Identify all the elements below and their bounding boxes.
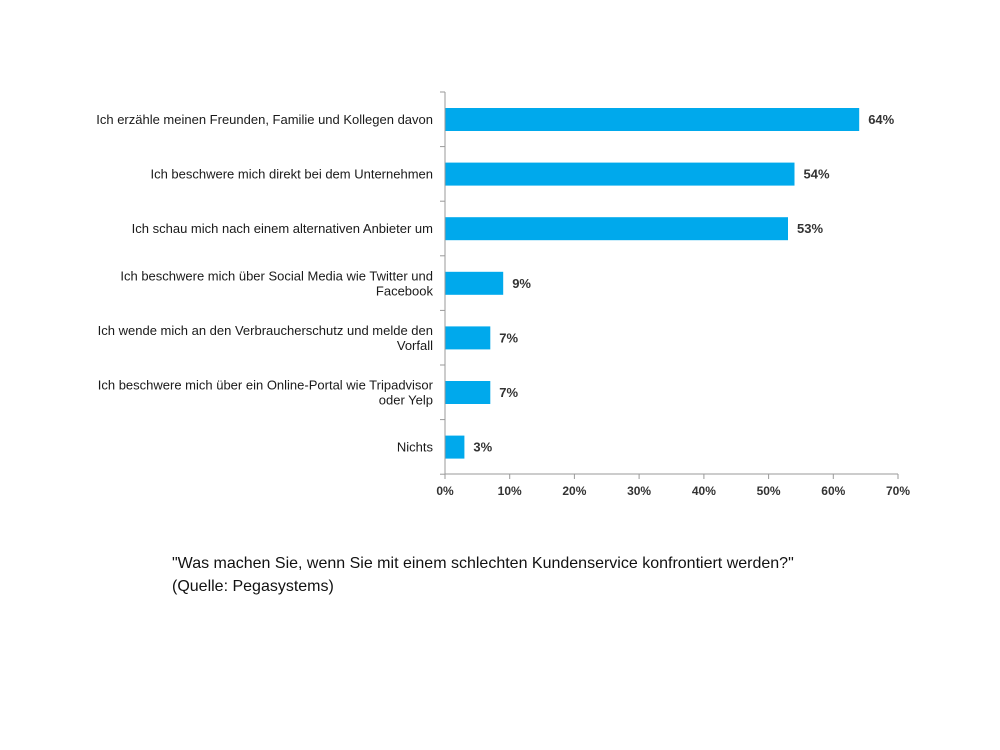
bar (445, 435, 465, 459)
bar (445, 326, 491, 350)
category-label: Ich wende mich an den Verbraucherschutz … (98, 323, 433, 338)
value-label: 3% (473, 440, 492, 455)
bar (445, 217, 788, 241)
category-label: oder Yelp (379, 393, 433, 408)
category-label: Facebook (376, 283, 434, 298)
category-label: Vorfall (397, 338, 433, 353)
caption-source: (Quelle: Pegasystems) (172, 578, 334, 595)
x-tick-label: 30% (627, 484, 651, 498)
value-label: 7% (499, 330, 518, 345)
value-label: 53% (797, 221, 823, 236)
category-label: Ich beschwere mich direkt bei dem Untern… (150, 167, 433, 182)
x-tick-label: 50% (757, 484, 781, 498)
x-tick-label: 0% (436, 484, 454, 498)
caption-question: "Was machen Sie, wenn Sie mit einem schl… (172, 555, 794, 572)
chart-caption: "Was machen Sie, wenn Sie mit einem schl… (172, 552, 932, 598)
bar (445, 381, 491, 404)
value-label: 7% (499, 385, 518, 400)
value-label: 64% (868, 112, 894, 127)
category-label: Nichts (397, 440, 434, 455)
category-label: Ich beschwere mich über ein Online-Porta… (98, 378, 434, 393)
x-tick-label: 70% (886, 484, 910, 498)
x-tick-label: 40% (692, 484, 716, 498)
category-label: Ich beschwere mich über Social Media wie… (120, 268, 433, 283)
x-tick-label: 60% (821, 484, 845, 498)
bar (445, 108, 860, 131)
x-tick-label: 20% (562, 484, 586, 498)
x-tick-label: 10% (498, 484, 522, 498)
bar-chart: 64% Ich erzähle meinen Freunden, Familie … (96, 91, 910, 498)
category-label: Ich schau mich nach einem alternativen A… (132, 221, 433, 236)
bar (445, 162, 795, 186)
value-label: 9% (512, 276, 531, 291)
category-label: Ich erzähle meinen Freunden, Familie und… (96, 112, 433, 127)
bar (445, 271, 504, 295)
value-label: 54% (804, 167, 830, 182)
